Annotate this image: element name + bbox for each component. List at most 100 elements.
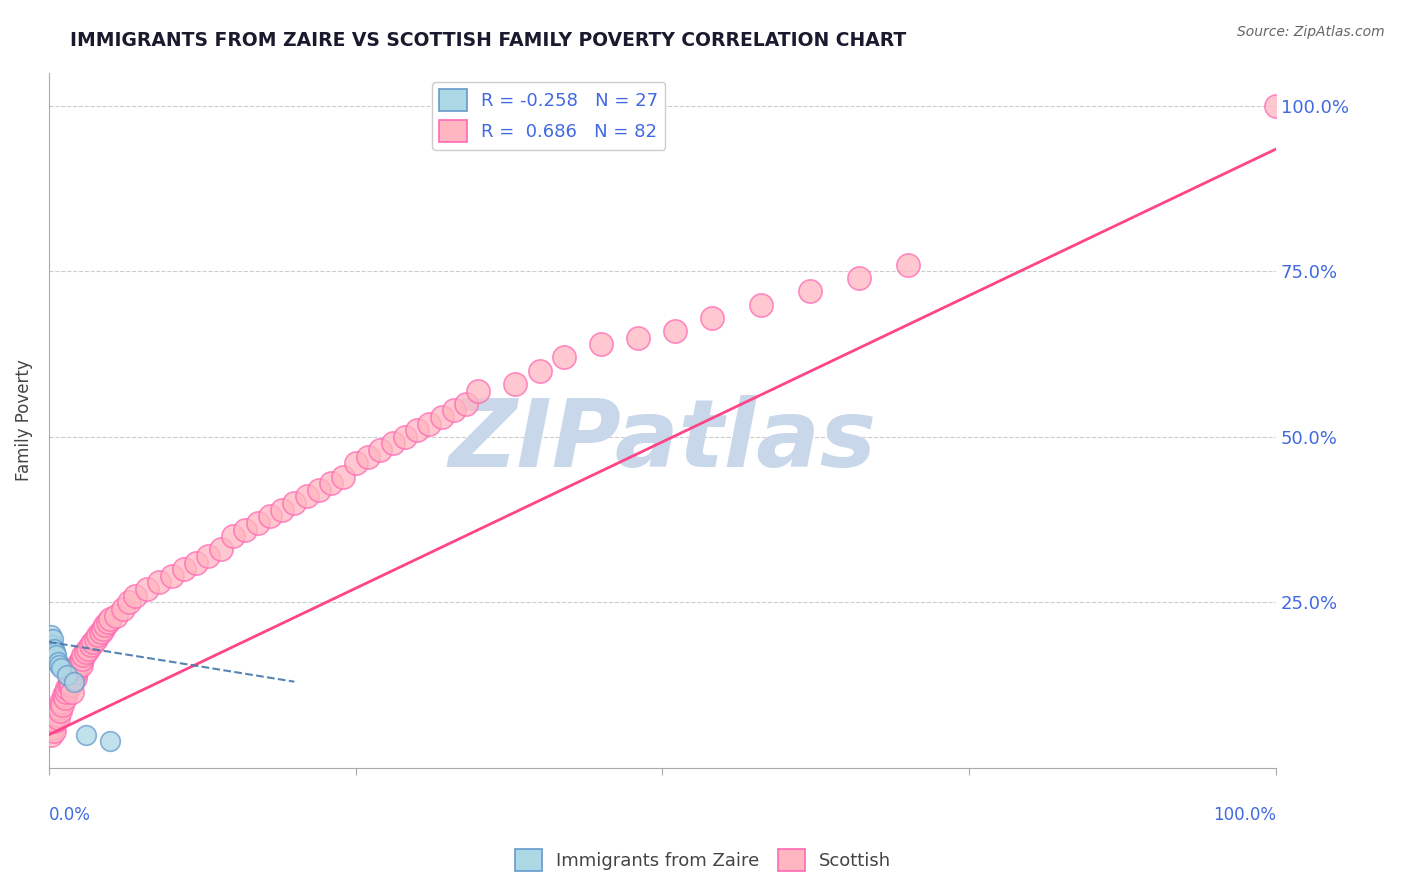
Point — [59, 674, 82, 689]
Point — [69, 655, 91, 669]
Point — [44, 645, 66, 659]
Point — [321, 476, 343, 491]
Point — [799, 285, 821, 299]
Point — [467, 384, 489, 398]
Point — [259, 509, 281, 524]
Point — [271, 502, 294, 516]
Point — [70, 658, 93, 673]
Point — [80, 638, 103, 652]
Point — [39, 645, 62, 659]
Point — [118, 595, 141, 609]
Point — [553, 351, 575, 365]
Text: 0.0%: 0.0% — [49, 805, 91, 824]
Point — [456, 397, 478, 411]
Point — [84, 632, 107, 646]
Point — [98, 734, 121, 748]
Point — [51, 661, 73, 675]
Point — [66, 661, 89, 675]
Point — [1265, 99, 1288, 113]
Point — [357, 450, 380, 464]
Point — [209, 542, 232, 557]
Point — [48, 701, 70, 715]
Point — [55, 684, 77, 698]
Point — [60, 684, 83, 698]
Point — [58, 678, 80, 692]
Point — [283, 496, 305, 510]
Point — [38, 651, 60, 665]
Point — [111, 602, 134, 616]
Point — [443, 403, 465, 417]
Point — [124, 589, 146, 603]
Point — [246, 516, 269, 530]
Point — [308, 483, 330, 497]
Point — [430, 410, 453, 425]
Legend: Immigrants from Zaire, Scottish: Immigrants from Zaire, Scottish — [508, 842, 898, 879]
Point — [77, 641, 100, 656]
Point — [897, 258, 920, 272]
Point — [344, 456, 367, 470]
Point — [46, 711, 69, 725]
Text: ZIPatlas: ZIPatlas — [449, 395, 876, 487]
Point — [38, 645, 60, 659]
Point — [75, 728, 97, 742]
Point — [664, 324, 686, 338]
Point — [41, 632, 63, 646]
Point — [39, 638, 62, 652]
Point — [98, 612, 121, 626]
Point — [197, 549, 219, 563]
Legend: R = -0.258   N = 27, R =  0.686   N = 82: R = -0.258 N = 27, R = 0.686 N = 82 — [432, 82, 665, 150]
Point — [173, 562, 195, 576]
Point — [381, 436, 404, 450]
Point — [38, 648, 60, 663]
Y-axis label: Family Poverty: Family Poverty — [15, 359, 32, 481]
Point — [503, 376, 526, 391]
Point — [186, 556, 208, 570]
Point — [41, 628, 63, 642]
Point — [38, 641, 60, 656]
Point — [82, 635, 104, 649]
Point — [46, 655, 69, 669]
Point — [75, 645, 97, 659]
Point — [41, 721, 63, 735]
Point — [39, 632, 62, 646]
Text: 100.0%: 100.0% — [1213, 805, 1277, 824]
Point — [42, 648, 65, 663]
Point — [60, 678, 83, 692]
Point — [222, 529, 245, 543]
Point — [148, 575, 170, 590]
Point — [591, 337, 613, 351]
Point — [49, 705, 72, 719]
Point — [44, 714, 66, 729]
Point — [52, 688, 75, 702]
Point — [418, 417, 440, 431]
Point — [368, 443, 391, 458]
Point — [39, 641, 62, 656]
Point — [105, 608, 128, 623]
Point — [67, 658, 90, 673]
Point — [65, 665, 87, 679]
Point — [56, 681, 79, 696]
Point — [700, 310, 723, 325]
Point — [39, 638, 62, 652]
Point — [94, 618, 117, 632]
Text: Source: ZipAtlas.com: Source: ZipAtlas.com — [1237, 25, 1385, 39]
Point — [295, 490, 318, 504]
Text: IMMIGRANTS FROM ZAIRE VS SCOTTISH FAMILY POVERTY CORRELATION CHART: IMMIGRANTS FROM ZAIRE VS SCOTTISH FAMILY… — [70, 31, 907, 50]
Point — [72, 648, 94, 663]
Point — [51, 694, 73, 708]
Point — [53, 691, 76, 706]
Point — [63, 672, 86, 686]
Point — [38, 648, 60, 663]
Point — [233, 523, 256, 537]
Point — [406, 423, 429, 437]
Point — [42, 641, 65, 656]
Point — [627, 331, 650, 345]
Point — [62, 668, 84, 682]
Point — [41, 638, 63, 652]
Point — [749, 297, 772, 311]
Point — [136, 582, 159, 596]
Point — [91, 622, 114, 636]
Point — [42, 724, 65, 739]
Point — [97, 615, 120, 629]
Point — [394, 430, 416, 444]
